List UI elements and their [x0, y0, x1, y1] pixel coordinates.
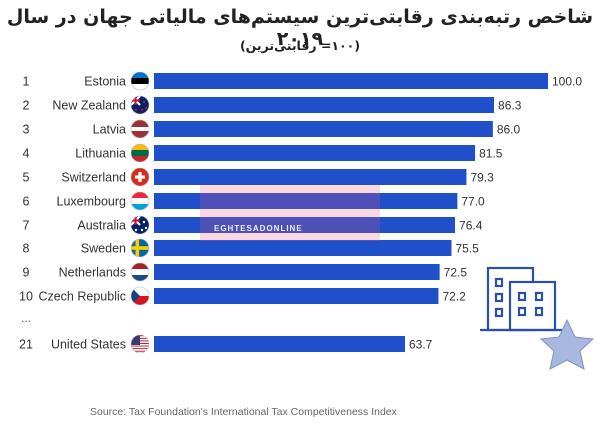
- rank-label: 5: [23, 171, 30, 185]
- rank-label: 9: [23, 266, 30, 280]
- star-icon: [539, 318, 595, 370]
- value-label: 81.5: [479, 147, 503, 161]
- bar: [154, 240, 452, 256]
- netherlands-flag-icon: [130, 262, 150, 282]
- country-label: Latvia: [93, 123, 126, 137]
- value-label: 79.3: [470, 171, 494, 185]
- rank-label: 7: [23, 219, 30, 233]
- watermark: [200, 185, 380, 241]
- lithuania-flag-icon: [130, 143, 150, 163]
- value-label: 76.4: [459, 219, 483, 233]
- bar: [154, 97, 495, 113]
- value-label: 72.5: [444, 266, 468, 280]
- chart-subtitle: (۱۰۰= رقابتی‌ترین): [239, 38, 361, 53]
- bar: [154, 264, 440, 280]
- value-label: 63.7: [409, 338, 433, 352]
- rank-label: 3: [23, 123, 30, 137]
- ellipsis-label: ...: [21, 311, 31, 325]
- new-zealand-flag-icon: [130, 95, 150, 115]
- watermark-text: EGHTESADONLINE: [214, 224, 303, 233]
- australia-flag-icon: [130, 215, 150, 235]
- latvia-flag-icon: [130, 119, 150, 139]
- bar: [154, 121, 493, 137]
- bar: [154, 169, 467, 185]
- value-label: 77.0: [461, 195, 485, 209]
- country-label: Netherlands: [59, 266, 126, 280]
- bar: [154, 73, 548, 89]
- bar: [154, 288, 439, 304]
- rank-label: 6: [23, 195, 30, 209]
- country-label: Czech Republic: [38, 290, 126, 304]
- country-label: Luxembourg: [57, 195, 127, 209]
- rank-label: 4: [23, 147, 30, 161]
- estonia-flag-icon: [130, 71, 150, 91]
- rank-label: 1: [23, 75, 30, 89]
- country-label: Switzerland: [61, 171, 126, 185]
- bar: [154, 145, 476, 161]
- bar: [154, 336, 405, 352]
- country-label: Sweden: [81, 242, 126, 256]
- luxembourg-flag-icon: [130, 191, 150, 211]
- rank-label: 8: [23, 242, 30, 256]
- value-label: 72.2: [442, 290, 466, 304]
- bar: [154, 193, 458, 209]
- chart-title: شاخص رتبه‌بندی رقابتی‌ترین سیستم‌های مال…: [6, 6, 594, 50]
- switzerland-flag-icon: [130, 167, 150, 187]
- source-note: Source: Tax Foundation's International T…: [90, 406, 397, 418]
- value-label: 86.0: [497, 123, 521, 137]
- rank-label: 2: [23, 99, 30, 113]
- value-label: 100.0: [552, 75, 582, 89]
- bar: [154, 217, 456, 233]
- value-label: 75.5: [455, 242, 479, 256]
- value-label: 86.3: [498, 99, 522, 113]
- country-label: Lithuania: [75, 147, 126, 161]
- czech-republic-flag-icon: [130, 286, 150, 306]
- rank-label: 10: [19, 290, 33, 304]
- rank-label: 21: [19, 338, 33, 352]
- country-label: New Zealand: [52, 99, 126, 113]
- building-icon: [480, 266, 562, 332]
- sweden-flag-icon: [130, 238, 150, 258]
- country-label: Australia: [77, 219, 126, 233]
- country-label: United States: [51, 338, 126, 352]
- country-label: Estonia: [84, 75, 126, 89]
- united-states-flag-icon: [130, 334, 150, 354]
